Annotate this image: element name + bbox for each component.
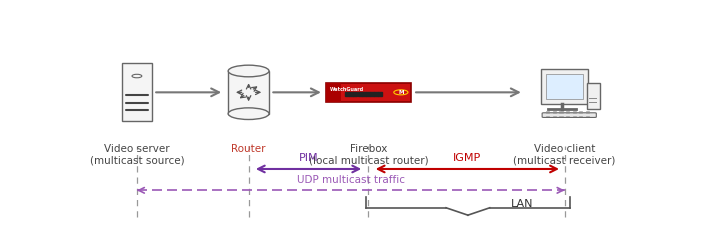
Text: PIM: PIM	[299, 153, 318, 163]
Ellipse shape	[228, 65, 269, 77]
Text: LAN: LAN	[511, 199, 534, 208]
Bar	[541, 69, 588, 104]
Bar	[326, 83, 342, 102]
FancyBboxPatch shape	[326, 83, 411, 102]
Text: Firebox
(local multicast router): Firebox (local multicast router)	[309, 144, 428, 165]
Circle shape	[394, 90, 408, 95]
Text: WatchGuard: WatchGuard	[330, 87, 363, 92]
Text: M: M	[398, 90, 404, 95]
Text: Router: Router	[231, 144, 266, 154]
Bar	[546, 74, 583, 99]
Text: IGMP: IGMP	[453, 153, 481, 163]
Ellipse shape	[228, 108, 269, 119]
Text: Video client
(multicast receiver): Video client (multicast receiver)	[513, 144, 616, 165]
Text: UDP multicast traffic: UDP multicast traffic	[297, 175, 405, 185]
Circle shape	[132, 74, 142, 78]
Bar	[587, 83, 600, 109]
Bar	[228, 71, 269, 114]
Bar	[122, 63, 152, 121]
FancyBboxPatch shape	[542, 113, 596, 117]
Text: Video server
(multicast source): Video server (multicast source)	[89, 144, 184, 165]
